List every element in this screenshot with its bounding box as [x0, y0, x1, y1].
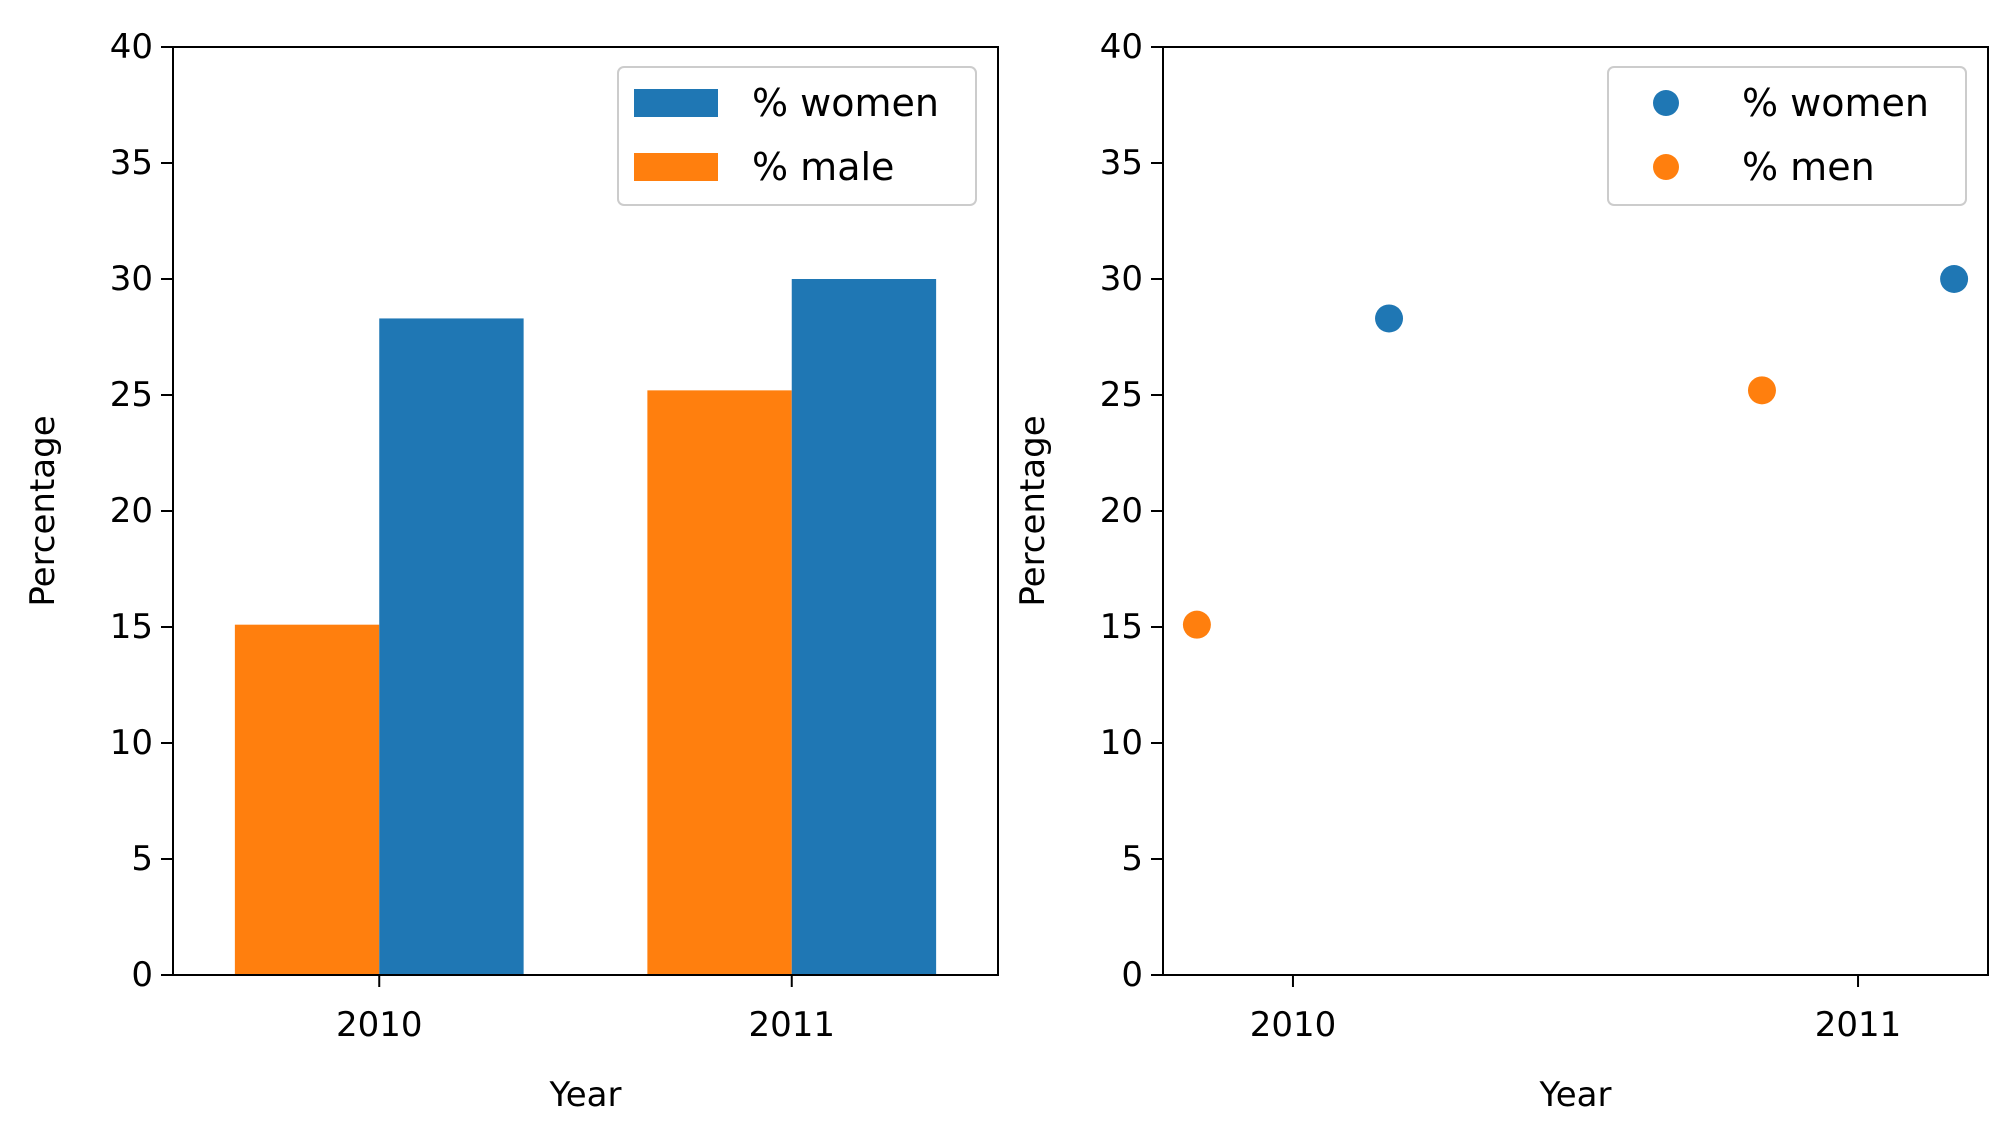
x-tick-label: 2011 [748, 1005, 835, 1045]
x-tick-label: 2010 [336, 1005, 423, 1045]
y-tick-label: 30 [110, 259, 153, 299]
bar [647, 390, 792, 975]
y-axis-label: Percentage [23, 415, 63, 606]
bar [791, 279, 937, 975]
legend: % women % male [617, 66, 977, 206]
y-axis-label: Percentage [1013, 415, 1053, 606]
y-tick-label: 15 [1100, 607, 1143, 647]
legend-label: % women [752, 81, 939, 125]
y-tick-label: 25 [110, 375, 153, 415]
plot-frame [172, 46, 999, 976]
bar [379, 318, 524, 975]
y-tick-label: 10 [1100, 723, 1143, 763]
legend-label: % men [1742, 145, 1875, 189]
plot-frame [1162, 46, 1989, 976]
y-tick-label: 40 [1100, 27, 1143, 67]
y-tick-label: 30 [1100, 259, 1143, 299]
y-tick-label: 5 [1121, 839, 1143, 879]
legend-label: % women [1742, 81, 1929, 125]
scatter-point [1375, 304, 1404, 333]
y-tick-label: 20 [110, 491, 153, 531]
y-tick-label: 35 [1100, 143, 1143, 183]
y-tick-label: 5 [131, 839, 153, 879]
y-tick-label: 0 [131, 955, 153, 995]
bar [234, 624, 380, 975]
y-tick-label: 25 [1100, 375, 1143, 415]
x-tick-label: 2011 [1815, 1005, 1902, 1045]
x-tick-label: 2010 [1250, 1005, 1337, 1045]
y-tick-label: 35 [110, 143, 153, 183]
y-tick-label: 15 [110, 607, 153, 647]
y-tick-label: 10 [110, 723, 153, 763]
scatter-point [1940, 265, 1969, 293]
scatter-point [1747, 376, 1776, 405]
legend-marker [1653, 154, 1679, 180]
scatter-chart-panel: 0 5 10 15 20 25 30 35 40 Percentage Year 2010 2011 % … [1013, 27, 1989, 1115]
legend-frame [1607, 66, 1967, 206]
y-tick-label: 20 [1100, 491, 1143, 531]
legend-swatch [634, 89, 718, 117]
scatter-point [1182, 610, 1211, 639]
x-axis-label: Year [549, 1075, 622, 1115]
y-tick-label: 0 [1121, 955, 1143, 995]
legend-marker [1653, 90, 1679, 116]
legend-swatch [634, 153, 718, 181]
legend-label: % male [752, 145, 894, 189]
y-tick-label: 40 [110, 27, 153, 67]
legend: % women % men [1607, 66, 1967, 206]
x-axis-label: Year [1539, 1075, 1612, 1115]
bar-chart-panel: 0 5 10 15 20 25 30 35 40 Percentage Year 2010 2011 % … [23, 27, 999, 1115]
